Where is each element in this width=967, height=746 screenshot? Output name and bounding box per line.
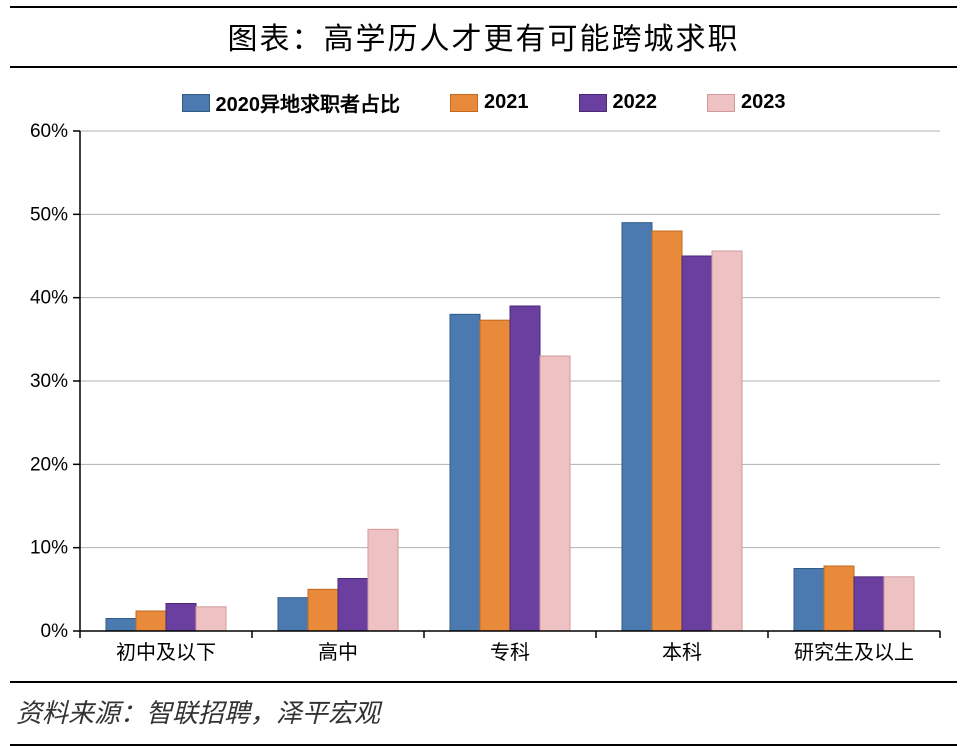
bar [824,566,854,631]
y-tick-label: 40% [30,288,68,309]
y-tick-label: 30% [30,371,68,392]
bar [884,577,914,631]
bar [450,314,480,631]
legend-swatch [707,94,735,112]
bar [652,231,682,631]
y-tick-label: 50% [30,204,68,225]
legend-item: 2023 [707,88,786,117]
legend-item: 2021 [450,88,529,117]
legend-swatch [579,94,607,112]
bar [196,607,226,631]
legend-swatch [182,94,210,112]
chart-area: 0% 10% 20% 30% 40% 50% 60% 初中及以下 高中 专科 本科 研究生及以上 [10,121,957,681]
legend-item: 2022 [579,88,658,117]
bar [480,320,510,631]
bar-chart-svg: 0% 10% 20% 30% 40% 50% 60% 初中及以下 高中 专科 本科 研究生及以上 [10,121,957,681]
legend-label: 2021 [484,91,529,114]
x-category-label: 初中及以下 [116,641,216,664]
legend: 2020异地求职者占比 2021 2022 2023 [0,88,967,117]
y-tick-label: 60% [30,121,68,142]
y-tick-label: 10% [30,538,68,559]
legend-label: 2023 [741,91,786,114]
bar [338,579,368,632]
chart-title: 图表：高学历人才更有可能跨城求职 [228,23,740,56]
bar [712,251,742,631]
bar [510,306,540,631]
x-category-label: 本科 [662,641,702,664]
legend-item: 2020异地求职者占比 [182,88,401,117]
bar [136,611,166,631]
x-category-label: 专科 [490,641,530,664]
bar [622,223,652,631]
source-bar: 资料来源：智联招聘，泽平宏观 [10,681,957,746]
bar [854,577,884,631]
legend-label: 2022 [613,91,658,114]
chart-title-bar: 图表：高学历人才更有可能跨城求职 [10,6,957,68]
bar [540,356,570,631]
bar [794,569,824,632]
y-tick-label: 0% [41,621,69,642]
x-category-label: 研究生及以上 [794,641,914,664]
bar [106,619,136,632]
bar [278,598,308,631]
source-text: 资料来源：智联招聘，泽平宏观 [16,698,380,728]
y-tick-label: 20% [30,454,68,475]
legend-label: 2020异地求职者占比 [216,88,401,117]
x-category-label: 高中 [318,641,358,664]
bar [368,529,398,631]
bar [308,589,338,631]
legend-swatch [450,94,478,112]
bar [682,256,712,631]
bar [166,604,196,632]
